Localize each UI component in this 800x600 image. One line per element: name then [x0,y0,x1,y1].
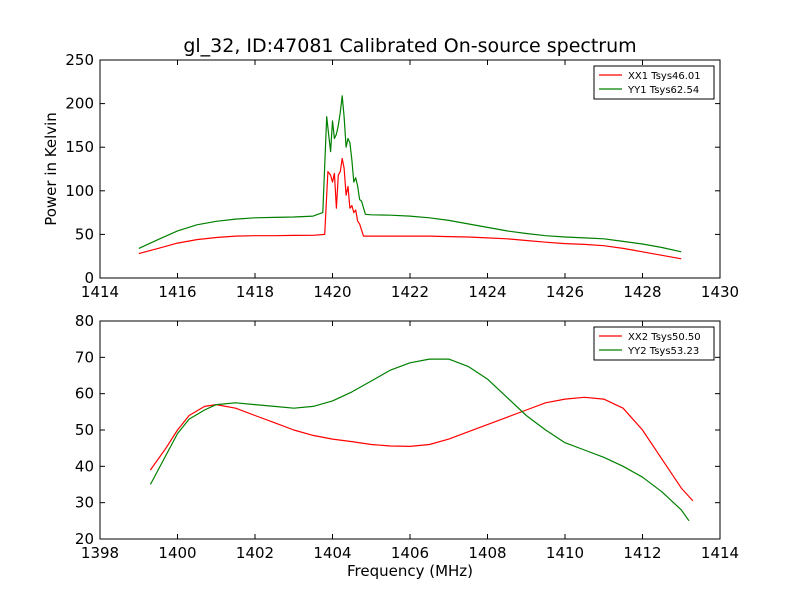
x-tick-label: 1414 [81,283,119,301]
top-panel: 1414 1416 1418 1420 1422 1424 1426 1428 1430 0 50 1… [42,51,739,301]
y-tick-label: 50 [75,225,94,243]
x-tick-label: 1426 [546,283,584,301]
y-tick-label: 250 [65,51,94,69]
x-tick-label: 1420 [313,283,351,301]
x-axis-label: Frequency (MHz) [347,562,473,580]
x-tick-label: 1398 [81,544,119,562]
y-tick-label: 40 [75,457,94,475]
x-tick-label: 1422 [391,283,429,301]
y-tick-label: 20 [75,530,94,548]
legend [593,65,715,100]
x-tick-label: 1404 [313,544,351,562]
x-tick-label: 1412 [623,544,661,562]
series-line-xx1 [138,157,682,260]
x-tick-label: 1428 [623,283,661,301]
x-tick-label: 1418 [236,283,274,301]
legend-entry: XX2 Tsys50.50 [628,332,701,343]
legend-entry: YY2 Tsys53.23 [627,346,699,357]
y-tick-label: 70 [75,348,94,366]
x-tick-label: 1406 [391,544,429,562]
figure-title: gl_32, ID:47081 Calibrated On-source spe… [183,35,636,57]
y-axis-label: Power in Kelvin [42,112,60,226]
x-tick-label: 1408 [468,544,506,562]
x-tick-label: 1414 [701,544,739,562]
legend-entry: XX1 Tsys46.01 [628,71,701,82]
series-line-yy2 [149,358,690,522]
legend-entry: YY1 Tsys62.54 [627,85,699,96]
x-tick-label: 1410 [546,544,584,562]
x-tick-label: 1430 [701,283,739,301]
series-line-xx2 [149,396,694,502]
series-line-yy1 [138,95,682,253]
y-tick-label: 150 [65,138,94,156]
x-tick-label: 1424 [468,283,506,301]
y-tick-label: 50 [75,421,94,439]
y-tick-label: 200 [65,95,94,113]
y-tick-label: 0 [84,269,94,287]
x-tick-label: 1400 [158,544,196,562]
x-tick-label: 1402 [236,544,274,562]
x-tick-label: 1416 [158,283,196,301]
bottom-panel: 1398 1400 1402 1404 1406 1408 1410 1412 1414 20 30… [75,312,739,562]
y-tick-label: 100 [65,182,94,200]
y-tick-label: 30 [75,494,94,512]
legend [593,326,715,361]
y-tick-label: 80 [75,312,94,330]
y-tick-label: 60 [75,385,94,403]
